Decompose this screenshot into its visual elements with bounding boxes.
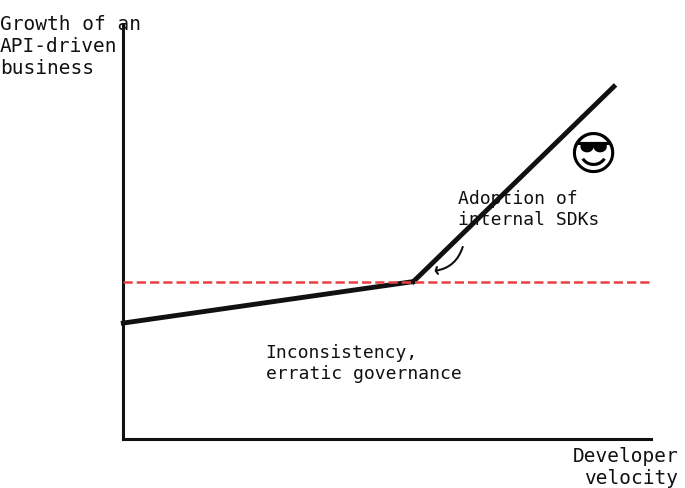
Text: Developer
velocity: Developer velocity xyxy=(573,447,678,488)
Text: Growth of an
API-driven
business: Growth of an API-driven business xyxy=(0,15,141,78)
Text: Inconsistency,
erratic governance: Inconsistency, erratic governance xyxy=(266,344,462,383)
Text: Adoption of
internal SDKs: Adoption of internal SDKs xyxy=(458,190,599,229)
Text: 😎: 😎 xyxy=(568,135,617,180)
